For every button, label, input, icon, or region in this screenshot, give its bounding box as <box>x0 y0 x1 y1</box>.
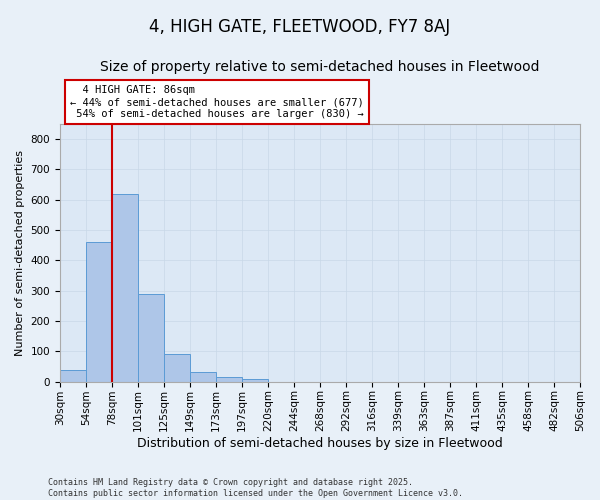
Bar <box>60 370 86 382</box>
Bar <box>242 378 268 382</box>
X-axis label: Distribution of semi-detached houses by size in Fleetwood: Distribution of semi-detached houses by … <box>137 437 503 450</box>
Title: Size of property relative to semi-detached houses in Fleetwood: Size of property relative to semi-detach… <box>100 60 540 74</box>
Bar <box>86 242 112 382</box>
Bar <box>190 372 216 382</box>
Bar <box>112 194 138 382</box>
Bar <box>164 354 190 382</box>
Bar <box>138 294 164 382</box>
Y-axis label: Number of semi-detached properties: Number of semi-detached properties <box>15 150 25 356</box>
Text: Contains HM Land Registry data © Crown copyright and database right 2025.
Contai: Contains HM Land Registry data © Crown c… <box>48 478 463 498</box>
Bar <box>216 377 242 382</box>
Text: 4 HIGH GATE: 86sqm
← 44% of semi-detached houses are smaller (677)
 54% of semi-: 4 HIGH GATE: 86sqm ← 44% of semi-detache… <box>70 86 364 118</box>
Text: 4, HIGH GATE, FLEETWOOD, FY7 8AJ: 4, HIGH GATE, FLEETWOOD, FY7 8AJ <box>149 18 451 36</box>
